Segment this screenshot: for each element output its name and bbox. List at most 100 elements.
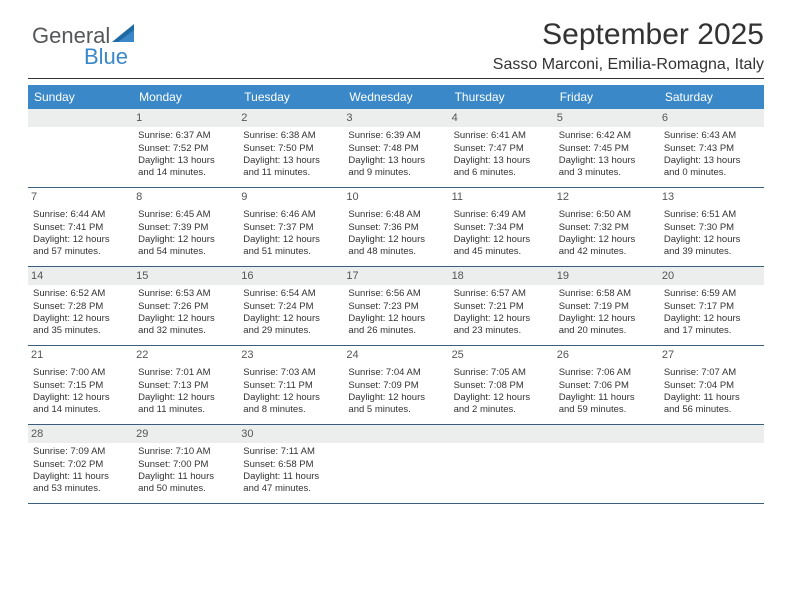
calendar-cell: 18Sunrise: 6:57 AMSunset: 7:21 PMDayligh… — [449, 267, 554, 345]
calendar-cell — [343, 425, 448, 503]
daylight-text: and 56 minutes. — [664, 404, 759, 416]
daylight-text: and 50 minutes. — [138, 483, 233, 495]
calendar-cell: 13Sunrise: 6:51 AMSunset: 7:30 PMDayligh… — [659, 188, 764, 266]
sunrise-text: Sunrise: 6:49 AM — [454, 209, 549, 221]
sunrise-text: Sunrise: 7:10 AM — [138, 446, 233, 458]
sunrise-text: Sunrise: 6:39 AM — [348, 130, 443, 142]
calendar-cell: 24Sunrise: 7:04 AMSunset: 7:09 PMDayligh… — [343, 346, 448, 424]
day-number: 4 — [449, 109, 554, 127]
sunset-text: Sunset: 7:26 PM — [138, 301, 233, 313]
calendar-cell: 29Sunrise: 7:10 AMSunset: 7:00 PMDayligh… — [133, 425, 238, 503]
daylight-text: Daylight: 11 hours — [243, 471, 338, 483]
day-number: 12 — [554, 188, 659, 206]
sunset-text: Sunset: 7:15 PM — [33, 380, 128, 392]
daylight-text: and 59 minutes. — [559, 404, 654, 416]
sunset-text: Sunset: 7:13 PM — [138, 380, 233, 392]
logo-text-blue: Blue — [84, 44, 128, 70]
daylight-text: and 51 minutes. — [243, 246, 338, 258]
calendar-cell: 22 Sunrise: 7:01 AMSunset: 7:13 PMDayligh… — [133, 346, 238, 424]
daylight-text: Daylight: 12 hours — [454, 313, 549, 325]
daylight-text: and 57 minutes. — [33, 246, 128, 258]
day-number: 21 — [28, 346, 133, 364]
daylight-text: and 20 minutes. — [559, 325, 654, 337]
day-number-empty — [28, 109, 133, 127]
daylight-text: Daylight: 11 hours — [664, 392, 759, 404]
day-number: 6 — [659, 109, 764, 127]
daylight-text: Daylight: 12 hours — [138, 392, 233, 404]
sunrise-text: Sunrise: 7:07 AM — [664, 367, 759, 379]
sunrise-text: Sunrise: 6:46 AM — [243, 209, 338, 221]
sunset-text: Sunset: 7:41 PM — [33, 222, 128, 234]
weekday-header: Friday — [554, 85, 659, 109]
calendar-cell: 30Sunrise: 7:11 AMSunset: 6:58 PMDayligh… — [238, 425, 343, 503]
sunrise-text: Sunrise: 6:44 AM — [33, 209, 128, 221]
daylight-text: Daylight: 12 hours — [454, 234, 549, 246]
sunset-text: Sunset: 7:19 PM — [559, 301, 654, 313]
calendar-week: 21Sunrise: 7:00 AMSunset: 7:15 PMDayligh… — [28, 346, 764, 425]
sunset-text: Sunset: 7:34 PM — [454, 222, 549, 234]
day-number: 3 — [343, 109, 448, 127]
sunset-text: Sunset: 7:32 PM — [559, 222, 654, 234]
day-number: 15 — [133, 267, 238, 285]
page-subtitle: Sasso Marconi, Emilia-Romagna, Italy — [28, 56, 764, 74]
daylight-text: Daylight: 13 hours — [559, 155, 654, 167]
calendar-cell: 7Sunrise: 6:44 AMSunset: 7:41 PMDaylight… — [28, 188, 133, 266]
calendar-cell: 1Sunrise: 6:37 AMSunset: 7:52 PMDaylight… — [133, 109, 238, 187]
daylight-text: and 0 minutes. — [664, 167, 759, 179]
day-number: 24 — [343, 346, 448, 364]
calendar-cell: 10Sunrise: 6:48 AMSunset: 7:36 PMDayligh… — [343, 188, 448, 266]
calendar-cell: 16Sunrise: 6:54 AMSunset: 7:24 PMDayligh… — [238, 267, 343, 345]
daylight-text: Daylight: 13 hours — [454, 155, 549, 167]
day-number: 17 — [343, 267, 448, 285]
daylight-text: and 9 minutes. — [348, 167, 443, 179]
sunrise-text: Sunrise: 7:03 AM — [243, 367, 338, 379]
header: September 2025 Sasso Marconi, Emilia-Rom… — [28, 18, 764, 74]
sunset-text: Sunset: 7:11 PM — [243, 380, 338, 392]
calendar-week: 28Sunrise: 7:09 AMSunset: 7:02 PMDayligh… — [28, 425, 764, 504]
sunrise-text: Sunrise: 7:01 AM — [138, 367, 233, 379]
weekday-header: Wednesday — [343, 85, 448, 109]
daylight-text: and 54 minutes. — [138, 246, 233, 258]
sunrise-text: Sunrise: 6:51 AM — [664, 209, 759, 221]
daylight-text: Daylight: 11 hours — [138, 471, 233, 483]
daylight-text: and 17 minutes. — [664, 325, 759, 337]
calendar-cell: 28Sunrise: 7:09 AMSunset: 7:02 PMDayligh… — [28, 425, 133, 503]
sunset-text: Sunset: 7:24 PM — [243, 301, 338, 313]
page-title: September 2025 — [28, 18, 764, 52]
sunset-text: Sunset: 7:09 PM — [348, 380, 443, 392]
day-number: 22 — [133, 346, 238, 364]
sunrise-text: Sunrise: 6:41 AM — [454, 130, 549, 142]
day-number-empty — [449, 425, 554, 443]
day-number: 25 — [449, 346, 554, 364]
day-number: 28 — [28, 425, 133, 443]
daylight-text: and 45 minutes. — [454, 246, 549, 258]
daylight-text: and 48 minutes. — [348, 246, 443, 258]
daylight-text: and 23 minutes. — [454, 325, 549, 337]
day-number: 14 — [28, 267, 133, 285]
calendar-cell: 26Sunrise: 7:06 AMSunset: 7:06 PMDayligh… — [554, 346, 659, 424]
day-number: 5 — [554, 109, 659, 127]
sunrise-text: Sunrise: 6:43 AM — [664, 130, 759, 142]
sunset-text: Sunset: 7:43 PM — [664, 143, 759, 155]
daylight-text: and 47 minutes. — [243, 483, 338, 495]
day-number-empty — [343, 425, 448, 443]
daylight-text: Daylight: 13 hours — [243, 155, 338, 167]
daylight-text: Daylight: 12 hours — [348, 392, 443, 404]
calendar-week: 7Sunrise: 6:44 AMSunset: 7:41 PMDaylight… — [28, 188, 764, 267]
sunset-text: Sunset: 7:17 PM — [664, 301, 759, 313]
daylight-text: and 8 minutes. — [243, 404, 338, 416]
day-number: 30 — [238, 425, 343, 443]
sunset-text: Sunset: 7:28 PM — [33, 301, 128, 313]
weekday-header: Thursday — [449, 85, 554, 109]
daylight-text: Daylight: 13 hours — [138, 155, 233, 167]
calendar-cell: 20Sunrise: 6:59 AMSunset: 7:17 PMDayligh… — [659, 267, 764, 345]
day-number-empty — [554, 425, 659, 443]
weekday-header: Saturday — [659, 85, 764, 109]
day-number: 16 — [238, 267, 343, 285]
calendar-cell — [554, 425, 659, 503]
daylight-text: and 11 minutes. — [243, 167, 338, 179]
daylight-text: Daylight: 12 hours — [243, 234, 338, 246]
sunrise-text: Sunrise: 6:48 AM — [348, 209, 443, 221]
daylight-text: and 11 minutes. — [138, 404, 233, 416]
daylight-text: Daylight: 12 hours — [559, 313, 654, 325]
